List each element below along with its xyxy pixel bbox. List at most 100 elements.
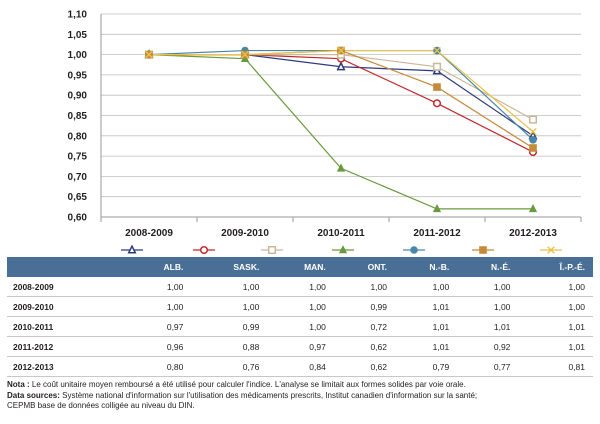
table-cell: 0,80 xyxy=(129,356,192,377)
sources-line-2: CEPMB base de données colligée au niveau… xyxy=(7,401,195,410)
table-cell: 0,62 xyxy=(333,336,395,357)
legend-marker xyxy=(267,245,277,255)
table-row: 2012-2013 0,80 0,76 0,84 0,62 0,79 0,77 … xyxy=(7,356,593,377)
table-cell: 1,01 xyxy=(457,316,519,337)
data-point xyxy=(432,99,442,108)
legend-entry-4 xyxy=(403,246,425,254)
data-point xyxy=(433,83,441,91)
legend-entry-5 xyxy=(472,246,494,254)
table-cell: 0,97 xyxy=(129,316,192,337)
y-tick-label: 1,00 xyxy=(68,50,88,61)
table-header-cell: SASK. xyxy=(191,257,268,277)
legend-entry-2 xyxy=(261,245,283,255)
table-row: 2011-2012 0,96 0,88 0,97 0,62 1,01 0,92 … xyxy=(7,336,593,357)
table-cell: 0,96 xyxy=(129,336,192,357)
legend-marker xyxy=(479,246,487,254)
legend-marker xyxy=(410,246,418,254)
data-point xyxy=(336,163,346,172)
row-year: 2010-2011 xyxy=(7,316,130,337)
table-cell: 0,84 xyxy=(267,356,334,377)
table-cell: 1,00 xyxy=(394,277,458,297)
table-cell: 1,01 xyxy=(518,336,593,357)
series-markers-6 xyxy=(145,46,537,136)
y-tick-label: 1,05 xyxy=(68,30,88,41)
table-cell: 1,01 xyxy=(394,316,458,337)
series-markers-0 xyxy=(144,49,538,140)
table-cell: 0,92 xyxy=(457,336,519,357)
series-line xyxy=(148,54,533,210)
legend-marker xyxy=(338,245,348,254)
legend-entry-3 xyxy=(332,245,354,254)
y-tick-label: 0,95 xyxy=(68,70,88,81)
y-tick-label: 0,60 xyxy=(68,213,88,224)
row-year: 2012-2013 xyxy=(7,356,130,377)
sources-label: Data sources: xyxy=(7,390,60,400)
chart-legend xyxy=(121,244,562,255)
table-header-row: ALB. SASK. MAN. ONT. N.-B. N.-É. Î.-P.-É… xyxy=(7,257,593,277)
table-cell: 1,00 xyxy=(267,316,334,337)
legend-entry-1 xyxy=(193,245,215,255)
table-cell: 1,00 xyxy=(129,277,192,297)
table-row: 2009-2010 1,00 1,00 1,00 0,99 1,01 1,00 … xyxy=(7,296,593,317)
legend-entry-0 xyxy=(121,244,143,254)
table-header-cell: ONT. xyxy=(333,257,395,277)
y-tick-label: 1,10 xyxy=(68,10,88,21)
x-tick-label: 2008-2009 xyxy=(125,228,173,239)
data-point xyxy=(337,46,345,55)
table-cell: 0,72 xyxy=(333,316,395,337)
table-cell: 0,77 xyxy=(457,356,519,377)
table-cell: 1,01 xyxy=(394,336,458,357)
x-tick-label: 2011-2012 xyxy=(413,228,461,239)
table-cell: 0,81 xyxy=(518,356,593,377)
nota-text: Le coût unitaire moyen remboursé a été u… xyxy=(29,380,466,389)
data-point xyxy=(528,115,538,124)
y-tick-label: 0,75 xyxy=(68,152,88,163)
data-point xyxy=(241,50,249,59)
table-cell: 1,00 xyxy=(191,296,268,317)
row-year: 2009-2010 xyxy=(7,296,130,317)
table-cell: 1,01 xyxy=(518,316,593,337)
table-header-cell: MAN. xyxy=(267,257,334,277)
table-header-cell: Î.-P.-É. xyxy=(518,257,593,277)
table-header-cell xyxy=(7,257,130,277)
data-point xyxy=(529,127,537,136)
x-tick-label: 2012-2013 xyxy=(509,228,557,239)
nota-label: Nota : xyxy=(7,380,30,389)
table-cell: 0,99 xyxy=(333,296,395,317)
row-year: 2011-2012 xyxy=(7,336,130,357)
data-point xyxy=(528,203,538,213)
table-header-cell: ALB. xyxy=(129,257,192,277)
table-cell: 0,79 xyxy=(394,356,458,377)
data-table: ALB. SASK. MAN. ONT. N.-B. N.-É. Î.-P.-É… xyxy=(7,257,593,377)
legend-marker xyxy=(547,246,555,254)
table-row: 2010-2011 0,97 0,99 1,00 0,72 1,01 1,01 … xyxy=(7,316,593,337)
y-tick-label: 0,80 xyxy=(68,131,88,142)
table-cell: 0,88 xyxy=(191,336,268,357)
y-tick-label: 0,90 xyxy=(68,91,88,102)
series-3 xyxy=(148,54,533,210)
table-cell: 1,00 xyxy=(518,296,593,317)
table-cell: 0,76 xyxy=(191,356,268,377)
legend-marker xyxy=(127,244,137,254)
table-cell: 0,99 xyxy=(191,316,268,337)
sources-line: Data sources: Système national d'informa… xyxy=(7,391,593,402)
line-chart: 0,60 0,65 0,70 0,75 0,80 0,85 0,90 0,95 1,00 1,05… xyxy=(68,10,582,255)
table-cell: 1,00 xyxy=(457,277,519,297)
y-tick-label: 0,85 xyxy=(68,111,88,122)
table-cell: 1,00 xyxy=(457,296,519,317)
table-cell: 1,00 xyxy=(267,277,334,297)
row-year: 2008-2009 xyxy=(7,277,130,297)
table-cell: 1,00 xyxy=(129,296,192,317)
legend-entry-6 xyxy=(540,246,562,254)
table-cell: 0,62 xyxy=(333,356,395,377)
data-point xyxy=(529,144,537,152)
chart-series xyxy=(144,46,538,213)
x-tick-label: 2010-2011 xyxy=(317,228,365,239)
data-point xyxy=(336,61,346,71)
sources-text: Système national d'information sur l'uti… xyxy=(59,390,478,400)
table-header-cell: N.-B. xyxy=(394,257,458,277)
table-header-cell: N.-É. xyxy=(457,257,519,277)
data-point xyxy=(145,50,153,59)
y-tick-label: 0,65 xyxy=(68,192,88,203)
table-cell: 1,00 xyxy=(191,277,268,297)
